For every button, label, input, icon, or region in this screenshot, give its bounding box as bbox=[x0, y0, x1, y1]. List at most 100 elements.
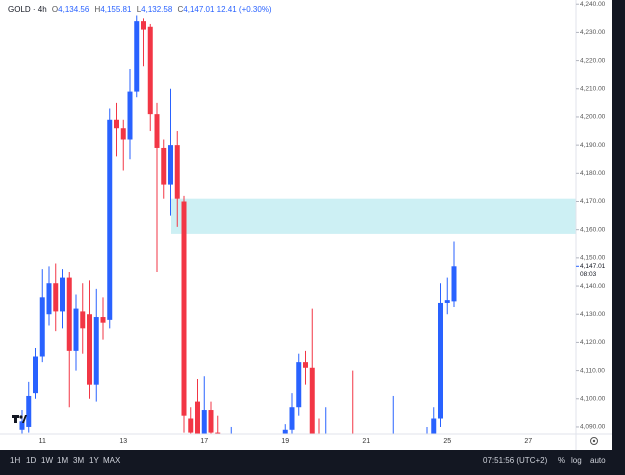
x-tick-label: 17 bbox=[200, 438, 208, 445]
y-tick-label: 4,110.00 bbox=[580, 367, 605, 374]
candle-body bbox=[444, 300, 450, 303]
ohlc-value: 4,132.58 bbox=[141, 5, 173, 14]
ohlc-value: 4,134.56 bbox=[58, 5, 90, 14]
candle-body bbox=[350, 450, 355, 451]
countdown: 08:03 bbox=[580, 271, 597, 278]
candle-body bbox=[229, 447, 234, 450]
clock: 07:51:56 (UTC+2) bbox=[483, 456, 548, 465]
candle-body bbox=[276, 447, 281, 450]
candle-body bbox=[33, 356, 38, 394]
candle-body bbox=[107, 119, 113, 320]
range-button[interactable]: 1Y bbox=[89, 456, 99, 465]
candle-body bbox=[451, 266, 457, 302]
zone bbox=[171, 198, 576, 234]
percent-toggle[interactable]: % bbox=[558, 456, 566, 465]
candle-body bbox=[398, 450, 403, 451]
log-toggle[interactable]: log bbox=[571, 456, 582, 465]
ohlc-key: C bbox=[177, 5, 184, 14]
x-tick-label: 19 bbox=[281, 438, 289, 445]
candle-body bbox=[154, 114, 160, 148]
last-price-label: 4,147.01 bbox=[580, 263, 606, 270]
candle-body bbox=[141, 21, 146, 30]
candle-body bbox=[60, 277, 65, 312]
candle-body bbox=[344, 450, 349, 451]
candle-body bbox=[411, 447, 416, 450]
range-button[interactable]: 3M bbox=[73, 456, 85, 465]
candle-body bbox=[391, 450, 396, 451]
candle-body bbox=[127, 91, 133, 140]
candle-body bbox=[188, 418, 194, 433]
y-tick-label: 4,120.00 bbox=[580, 339, 606, 346]
y-tick-label: 4,160.00 bbox=[580, 226, 606, 233]
y-tick-label: 4,240.00 bbox=[580, 1, 606, 8]
candle-body bbox=[120, 128, 126, 140]
candle-body bbox=[201, 410, 207, 434]
candle-body bbox=[418, 447, 423, 450]
x-tick-label: 21 bbox=[362, 438, 370, 445]
candle-body bbox=[66, 277, 72, 351]
auto-toggle[interactable]: auto bbox=[590, 456, 606, 465]
range-button[interactable]: 1D bbox=[26, 456, 37, 465]
x-tick-label: 27 bbox=[524, 438, 532, 445]
settings-icon[interactable] bbox=[590, 437, 598, 445]
chart: 4,090.00 4,100.00 4,110.00 4,120.00 4,130.00… bbox=[0, 0, 612, 450]
y-tick-label: 4,150.00 bbox=[580, 255, 606, 262]
candle-body bbox=[147, 26, 153, 115]
candle-body bbox=[222, 444, 227, 450]
plot-area bbox=[19, 15, 576, 451]
candle-body bbox=[19, 421, 25, 430]
symbol-title: GOLD · 4h bbox=[8, 5, 47, 14]
candle-body bbox=[296, 362, 302, 408]
legend-header: GOLD · 4h O4,134.56 H4,155.81 L4,132.58 … bbox=[8, 5, 272, 14]
change: 12.41 (+0.30%) bbox=[216, 5, 272, 14]
ohlc-value: 4,147.01 bbox=[183, 5, 215, 14]
candle-body bbox=[282, 429, 288, 434]
ohlc-key: H bbox=[94, 5, 101, 14]
range-button[interactable]: MAX bbox=[103, 456, 121, 465]
y-tick-label: 4,140.00 bbox=[580, 283, 606, 290]
candle-body bbox=[93, 317, 99, 385]
x-tick-label: 13 bbox=[119, 438, 127, 445]
candle-body bbox=[46, 283, 52, 315]
candle-body bbox=[431, 418, 437, 434]
candle-body bbox=[53, 283, 59, 312]
candle-body bbox=[80, 311, 86, 329]
candle-body bbox=[236, 447, 241, 450]
x-tick-label: 25 bbox=[443, 438, 451, 445]
candle-body bbox=[303, 362, 308, 368]
bottom-toolbar: 1H 1D 1W 1M 3M 1Y MAX 07:51:56 (UTC+2) %… bbox=[0, 452, 625, 475]
candle-body bbox=[134, 21, 140, 92]
y-tick-label: 4,100.00 bbox=[580, 395, 606, 402]
candle-body bbox=[161, 147, 167, 185]
y-tick-label: 4,190.00 bbox=[580, 142, 606, 149]
candle-body bbox=[174, 145, 180, 199]
candle-body bbox=[309, 367, 315, 434]
candle-body bbox=[208, 410, 214, 433]
y-tick-label: 4,130.00 bbox=[580, 311, 606, 318]
candle-body bbox=[39, 297, 45, 357]
y-tick-label: 4,200.00 bbox=[580, 114, 606, 121]
candle-body bbox=[195, 401, 200, 434]
tv-logo bbox=[12, 415, 27, 423]
range-button[interactable]: 1W bbox=[41, 456, 53, 465]
y-tick-label: 4,220.00 bbox=[580, 57, 606, 64]
y-tick-label: 4,210.00 bbox=[580, 85, 606, 92]
y-tick-label: 4,170.00 bbox=[580, 198, 606, 205]
candle-body bbox=[100, 317, 106, 323]
candle-body bbox=[26, 395, 32, 427]
candle-body bbox=[181, 201, 187, 416]
ohlc-key: O bbox=[51, 5, 59, 14]
candle-body bbox=[215, 432, 221, 434]
ohlc-key: L bbox=[136, 5, 142, 14]
y-tick-label: 4,230.00 bbox=[580, 29, 606, 36]
y-tick-label: 4,090.00 bbox=[580, 424, 606, 431]
range-button[interactable]: 1H bbox=[10, 456, 21, 465]
candle-body bbox=[87, 314, 92, 385]
candle-body bbox=[289, 407, 295, 430]
candle-body bbox=[438, 302, 443, 419]
x-tick-label: 11 bbox=[39, 438, 46, 445]
candle-body bbox=[168, 145, 173, 185]
range-button[interactable]: 1M bbox=[57, 456, 69, 465]
candle-body bbox=[425, 438, 430, 450]
